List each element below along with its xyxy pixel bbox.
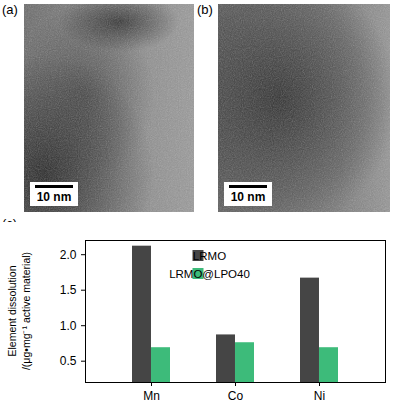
html-text:10 nm: 10 nm <box>230 190 266 204</box>
html-text:10 nm: 10 nm <box>36 190 72 204</box>
html-text:(b): (b) <box>197 2 213 17</box>
svg-text:1.5: 1.5 <box>60 283 77 297</box>
svg-text:0.5: 0.5 <box>60 354 77 368</box>
svg-text:Element dissolution: Element dissolution <box>6 265 18 356</box>
svg-text:LRMO@LPO40: LRMO@LPO40 <box>169 268 250 280</box>
svg-text:1.0: 1.0 <box>60 319 77 333</box>
svg-text:/(μg•mg⁻¹ active material): /(μg•mg⁻¹ active material) <box>20 252 32 370</box>
svg-text:Ni: Ni <box>314 389 325 402</box>
html-text:(c): (c) <box>2 216 18 231</box>
svg-text:Co: Co <box>228 389 244 402</box>
svg-text:Mn: Mn <box>143 389 160 402</box>
svg-text:2.0: 2.0 <box>60 248 77 262</box>
svg-text:LRMO: LRMO <box>193 250 226 262</box>
html-text:(a): (a) <box>2 2 18 17</box>
